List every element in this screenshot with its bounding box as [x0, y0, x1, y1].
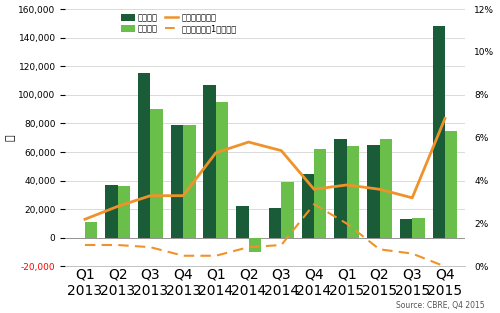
- Bar: [216, 102, 228, 238]
- Bar: [412, 218, 424, 238]
- Bar: [400, 219, 412, 238]
- Bar: [248, 238, 261, 252]
- Bar: [183, 125, 196, 238]
- Bar: [85, 222, 98, 238]
- Text: Source: CBRE, Q4 2015: Source: CBRE, Q4 2015: [396, 301, 485, 310]
- Bar: [445, 131, 458, 238]
- Bar: [118, 186, 130, 238]
- Bar: [236, 206, 248, 238]
- Bar: [314, 149, 326, 238]
- Bar: [334, 139, 347, 238]
- Bar: [170, 125, 183, 238]
- Bar: [138, 74, 150, 238]
- Bar: [380, 139, 392, 238]
- Bar: [269, 208, 281, 238]
- Bar: [105, 185, 118, 238]
- Bar: [282, 182, 294, 238]
- Bar: [302, 173, 314, 238]
- Y-axis label: 坪: 坪: [6, 135, 16, 141]
- Bar: [347, 146, 359, 238]
- Bar: [367, 145, 380, 238]
- Legend: 新規供給, 新規需要, 空室率（全体）, 空室率（竣工1年以上）: 新規供給, 新規需要, 空室率（全体）, 空室率（竣工1年以上）: [122, 13, 236, 33]
- Bar: [150, 109, 163, 238]
- Bar: [432, 26, 445, 238]
- Bar: [204, 85, 216, 238]
